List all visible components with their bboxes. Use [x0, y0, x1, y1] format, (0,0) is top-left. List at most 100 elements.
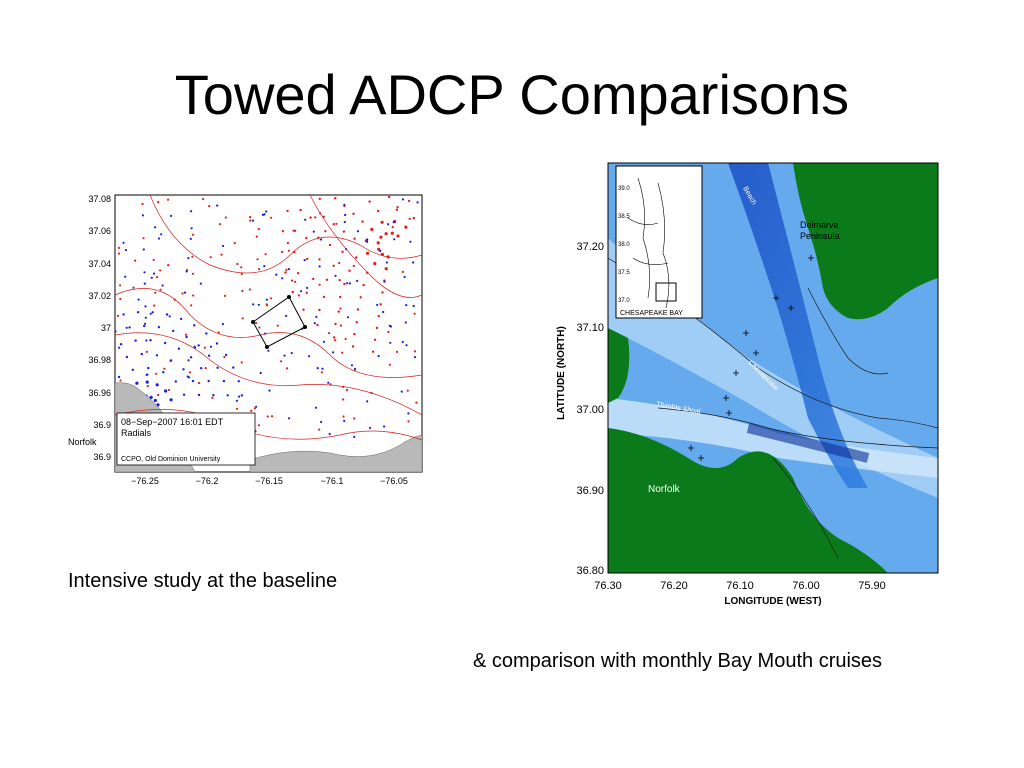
inset-tick: 38.5 [618, 214, 630, 220]
radial-dot [143, 271, 146, 274]
radial-dot [240, 266, 243, 269]
radial-dot [119, 343, 123, 346]
peninsula-label: Peninsula [800, 231, 840, 241]
radial-dot [353, 237, 356, 240]
radial-dot [185, 335, 188, 339]
legend-datetime: 08−Sep−2007 16:01 EDT [121, 417, 224, 427]
radial-dot [309, 190, 311, 192]
radial-dot [183, 291, 187, 294]
radial-dot [313, 322, 316, 325]
radial-dot [257, 424, 260, 427]
radial-dot [124, 248, 127, 252]
radial-dot [145, 380, 149, 384]
radial-dot [102, 402, 104, 404]
radial-dot [186, 375, 189, 378]
radial-dot [134, 339, 137, 342]
radial-dot [366, 400, 369, 403]
radial-dot [415, 401, 418, 404]
radial-dot [236, 262, 239, 266]
radial-dot [376, 303, 379, 306]
radial-dot [200, 367, 203, 370]
radial-dot [265, 210, 268, 213]
radial-dot [159, 269, 162, 272]
radial-dot [207, 354, 211, 357]
radial-dot [299, 208, 302, 212]
radial-dot [223, 355, 226, 359]
radial-dot [117, 252, 121, 255]
radial-dot [212, 394, 215, 397]
radial-dot [377, 209, 380, 213]
radial-dot [153, 304, 156, 307]
lat-tick: 37.10 [576, 322, 604, 334]
radial-dot [316, 367, 319, 370]
radial-dot [240, 394, 244, 397]
radial-dot [142, 248, 145, 251]
x-tick: −76.05 [380, 476, 408, 486]
radial-dot [163, 367, 166, 370]
radial-dot [396, 234, 400, 238]
radial-dot [254, 321, 258, 325]
radial-dot [343, 419, 346, 422]
radial-dot [233, 242, 236, 245]
radial-dot [89, 345, 91, 347]
radial-dot [341, 250, 344, 253]
radial-dot [341, 351, 344, 354]
radial-dot [89, 400, 91, 402]
radial-dot [348, 269, 351, 272]
radial-dot [197, 344, 200, 347]
radial-dot [384, 232, 388, 236]
radial-dot [162, 371, 165, 374]
radial-dot [303, 259, 306, 262]
lon-axis-label: LONGITUDE (WEST) [724, 596, 821, 607]
radial-dot [70, 368, 72, 370]
radial-dot [128, 326, 131, 329]
y-tick: 36.9 [93, 452, 111, 462]
radial-dot [385, 261, 388, 264]
radial-dot [353, 417, 356, 420]
radial-dot [216, 366, 219, 369]
radial-dot [342, 415, 345, 418]
radial-dot [101, 373, 103, 375]
radial-dot [388, 363, 391, 366]
radial-dot [321, 367, 324, 370]
radial-dot [396, 206, 399, 209]
norfolk-label: Norfolk [68, 437, 97, 447]
radial-dot [168, 315, 171, 318]
radial-dot [149, 339, 152, 342]
radial-dot [141, 202, 144, 206]
radial-dot [407, 420, 410, 423]
radial-dot [305, 291, 308, 294]
radial-dot [64, 381, 66, 383]
radial-dot [79, 356, 81, 358]
radial-dot [220, 253, 223, 256]
radial-dot [407, 199, 411, 203]
radial-dot [368, 200, 371, 203]
radial-dot [164, 389, 168, 393]
radial-dot [379, 185, 381, 187]
radial-dot [119, 379, 122, 382]
radial-dot [191, 272, 194, 275]
radial-dot [222, 379, 226, 383]
radial-dot [253, 407, 256, 410]
radial-dot [352, 264, 355, 268]
radial-dot [334, 322, 337, 326]
radial-dot [145, 350, 148, 353]
radial-dot [344, 213, 347, 217]
radial-dot [204, 367, 207, 370]
radial-dot [119, 297, 122, 301]
radial-dot [328, 432, 331, 436]
radial-dot [155, 372, 158, 375]
radial-dot [169, 359, 172, 362]
radial-dot [324, 230, 327, 233]
radial-dot [163, 341, 167, 345]
radial-dot [314, 216, 317, 219]
radial-dot [353, 435, 356, 438]
radial-dot [187, 359, 190, 362]
radial-dot [389, 341, 392, 344]
radial-dot [286, 241, 289, 245]
radial-dot [339, 295, 342, 299]
radial-dot [250, 409, 253, 412]
radial-dot [116, 314, 120, 317]
radial-dot [345, 388, 349, 392]
radial-dot [188, 371, 192, 374]
